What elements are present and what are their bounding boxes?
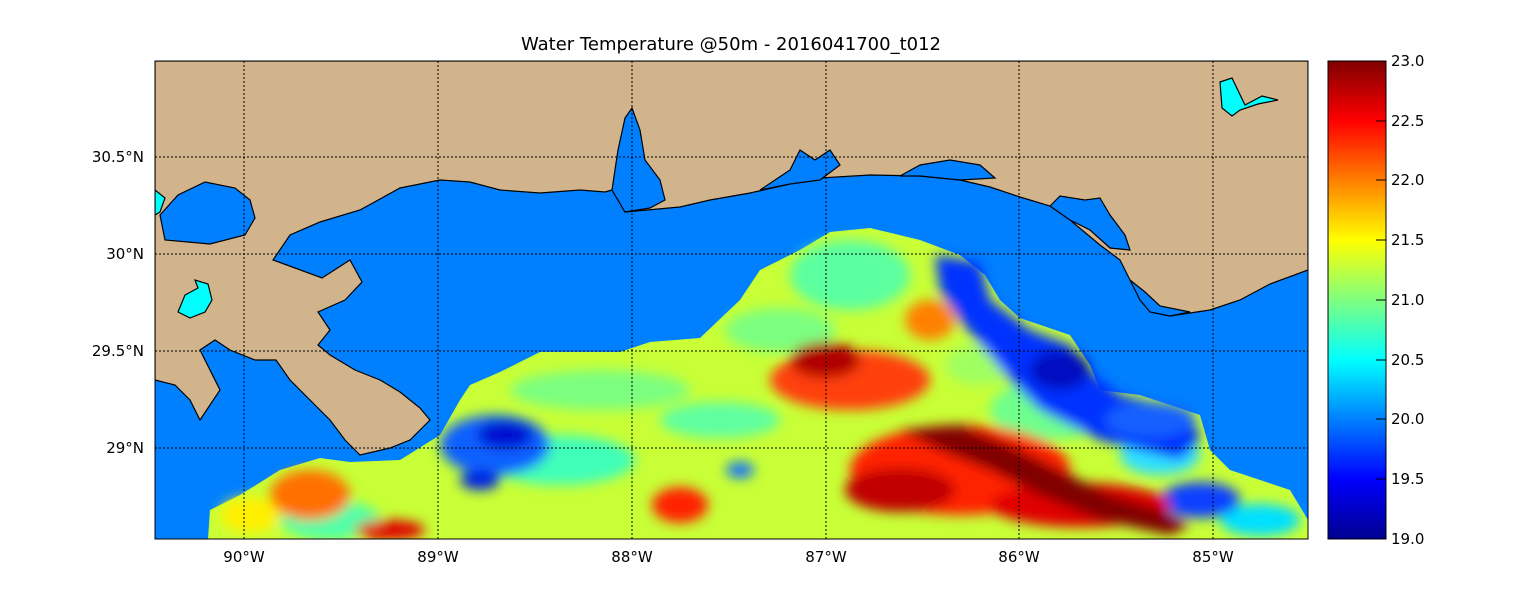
colorbar: 23.0 22.5 22.0 21.5 21.0 20.5 20.0 19.5 … — [1327, 52, 1424, 548]
x-tick-label: 89°W — [417, 548, 459, 566]
lake-pontchartrain — [159, 181, 256, 245]
colorbar-tick-label: 19.5 — [1391, 470, 1424, 488]
y-tick-label: 30.5°N — [92, 148, 144, 166]
y-tick-label: 29°N — [106, 439, 144, 457]
colorbar-tick-label: 21.5 — [1391, 231, 1424, 249]
map-frame — [154, 60, 1309, 540]
y-axis-labels: 30.5°N 30°N 29.5°N 29°N — [92, 148, 144, 457]
choctawhatchee-bay — [899, 159, 997, 181]
x-tick-label: 85°W — [1192, 548, 1234, 566]
y-tick-label: 29.5°N — [92, 342, 144, 360]
plot-title: Water Temperature @50m - 2016041700_t012 — [521, 34, 941, 55]
x-axis-labels: 90°W 89°W 88°W 87°W 86°W 85°W — [223, 548, 1234, 566]
colorbar-tick-label: 22.5 — [1391, 112, 1424, 130]
colorbar-tick-label: 22.0 — [1391, 171, 1424, 189]
mobile-bay — [611, 106, 666, 213]
colorbar-tick-label: 19.0 — [1391, 530, 1424, 548]
x-tick-label: 90°W — [223, 548, 265, 566]
y-tick-label: 30°N — [106, 245, 144, 263]
lake-maurepas — [155, 189, 166, 216]
grid-lines — [155, 61, 1308, 539]
lake-seminole — [1219, 77, 1279, 117]
temperature-field — [208, 228, 1308, 539]
colorbar-tick-label: 20.0 — [1391, 410, 1424, 428]
x-tick-label: 86°W — [998, 548, 1040, 566]
lake-salvador — [177, 279, 213, 319]
perdido-pensacola-bays — [759, 149, 841, 191]
apalachicola-bay — [1129, 279, 1191, 317]
x-tick-label: 87°W — [805, 548, 847, 566]
colorbar-tick-label: 23.0 — [1391, 52, 1424, 70]
colorbar-tick-label: 20.5 — [1391, 351, 1424, 369]
colorbar-tick-label: 21.0 — [1391, 291, 1424, 309]
x-tick-label: 88°W — [611, 548, 653, 566]
st-andrew-bay — [1049, 195, 1131, 251]
